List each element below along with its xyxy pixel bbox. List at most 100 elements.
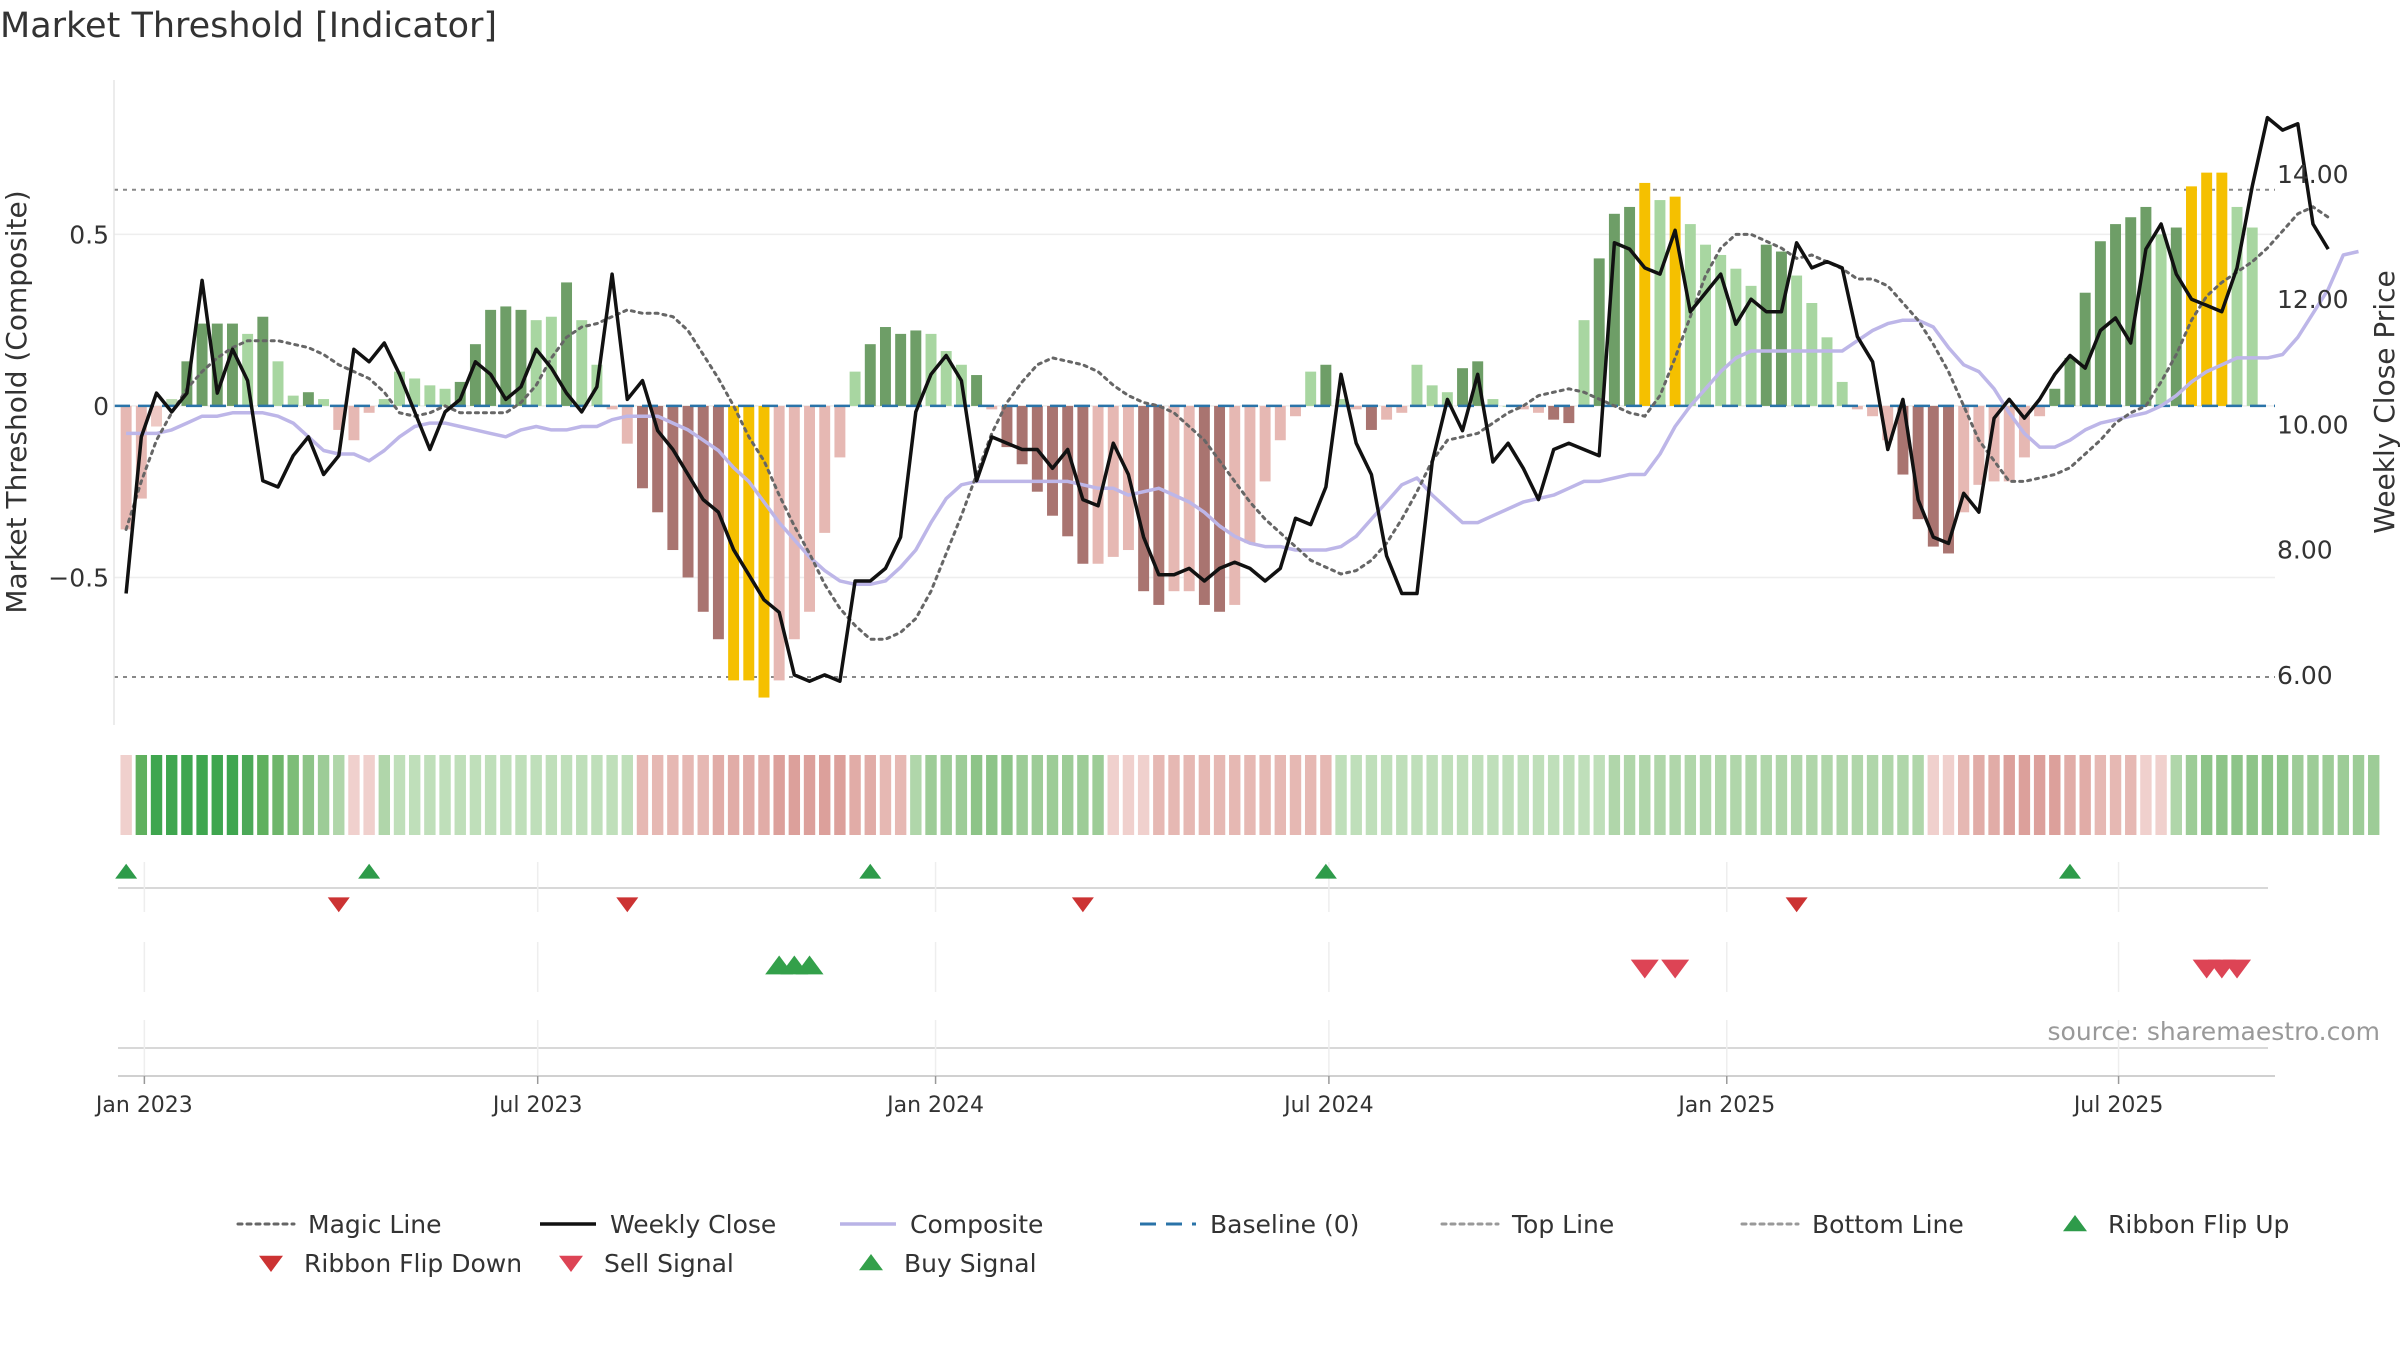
composite-bar — [1927, 405, 1939, 547]
ribbon-cell — [257, 755, 269, 835]
ribbon-flip-up-marker — [115, 863, 138, 879]
ribbon-cell — [393, 755, 406, 835]
legend-label: Composite — [910, 1210, 1043, 1239]
ribbon-cell — [1062, 755, 1074, 835]
series-lines — [114, 115, 2359, 683]
legend-label: Top Line — [1511, 1210, 1614, 1239]
ribbon-cell — [1304, 755, 1317, 835]
ribbon-cell — [1168, 755, 1180, 835]
ribbon-cell — [1897, 755, 1909, 835]
ribbon-cell — [651, 755, 664, 835]
ribbon-cell — [1806, 755, 1818, 835]
composite-bar — [1912, 405, 1924, 520]
composite-bar — [652, 405, 664, 513]
composite-bar — [151, 405, 162, 427]
ribbon-cell — [1198, 755, 1211, 835]
y-axis-label: Market Threshold (Composite) — [0, 190, 33, 613]
y2-tick-label: 8.00 — [2277, 536, 2333, 565]
composite-bar — [971, 375, 983, 406]
signal-markers — [115, 862, 2268, 1076]
composite-bar — [576, 320, 588, 406]
ribbon-cell — [1122, 755, 1135, 835]
ribbon-cell — [1001, 755, 1013, 835]
ribbon-cell — [591, 755, 603, 835]
composite-bar — [1092, 405, 1104, 564]
source-label: source: sharemaestro.com — [2048, 1017, 2381, 1046]
legend-entry: Sell Signal — [559, 1249, 734, 1278]
ribbon-cell — [803, 755, 816, 835]
ribbon-cell — [560, 755, 573, 835]
composite-bar — [682, 405, 694, 578]
composite-bar — [1426, 385, 1438, 406]
ribbon-cell — [1380, 755, 1393, 835]
ribbon-flip-down-marker — [1071, 897, 1094, 913]
ribbon-cell — [2079, 755, 2091, 835]
ribbon-strip — [120, 755, 2380, 835]
x-tick-label: Jan 2023 — [94, 1093, 193, 1118]
ribbon-cell — [1547, 755, 1560, 835]
composite-bar — [895, 333, 907, 406]
composite-bar — [2003, 405, 2015, 482]
ribbon-cell — [1441, 755, 1454, 835]
ribbon-cell — [1699, 755, 1712, 835]
ribbon-cell — [2307, 755, 2319, 835]
magic-line — [124, 205, 2330, 641]
composite-bar — [2079, 292, 2091, 406]
composite-bar — [485, 309, 497, 406]
composite-bar — [1396, 405, 1408, 413]
composite-bar — [2155, 234, 2167, 406]
composite-bar — [925, 333, 937, 406]
x-tick-label: Jul 2025 — [2072, 1093, 2164, 1118]
ribbon-cell — [1046, 755, 1059, 835]
composite-bar — [2110, 224, 2122, 406]
ribbon-flip-up-marker — [2058, 863, 2081, 879]
ribbon-cell — [1456, 755, 1469, 835]
ribbon-flip-up-marker — [1314, 863, 1337, 879]
ribbon-cell — [363, 755, 375, 835]
ribbon-cell — [2018, 755, 2031, 835]
ribbon-cell — [454, 755, 466, 835]
composite-bar — [515, 309, 527, 406]
composite-bar — [1335, 399, 1347, 406]
ribbon-cell — [1851, 755, 1864, 835]
composite-bar — [2049, 388, 2061, 406]
ribbon-cell — [287, 755, 299, 835]
ribbon-flip-down-marker — [616, 897, 639, 913]
composite-bar — [986, 405, 998, 410]
ribbon-cell — [636, 755, 649, 835]
ribbon-cell — [1532, 755, 1545, 835]
ribbon-cell — [682, 755, 694, 835]
ribbon-cell — [2094, 755, 2107, 835]
ribbon-cell — [500, 755, 512, 835]
composite-bar — [1715, 254, 1727, 406]
legend-entry: Bottom Line — [1740, 1210, 1964, 1239]
ribbon-cell — [727, 755, 740, 835]
ribbon-cell — [2276, 755, 2289, 835]
ribbon-cell — [2368, 755, 2380, 835]
ribbon-cell — [864, 755, 876, 835]
ribbon-cell — [1426, 755, 1438, 835]
composite-bar — [242, 333, 254, 406]
composite-bar — [272, 361, 284, 406]
ribbon-cell — [955, 755, 968, 835]
ribbon-cell — [2003, 755, 2015, 835]
y-tick-label: −0.5 — [48, 563, 109, 592]
chart-title: Market Threshold [Indicator] — [0, 6, 497, 46]
ribbon-cell — [2064, 755, 2076, 835]
composite-bar — [1745, 285, 1757, 406]
composite-bar — [2125, 217, 2137, 406]
composite-bar — [728, 405, 740, 681]
composite-bar — [439, 388, 451, 406]
composite-bar — [1487, 399, 1499, 406]
x-tick-label: Jan 2025 — [1676, 1093, 1775, 1118]
ribbon-cell — [530, 755, 542, 835]
ribbon-cell — [515, 755, 527, 835]
composite-bar — [1305, 371, 1317, 406]
ribbon-cell — [135, 755, 148, 835]
composite-bar — [1229, 405, 1241, 605]
ribbon-cell — [1320, 755, 1332, 835]
y2-tick-label: 14.00 — [2277, 160, 2349, 189]
legend: Magic Line Weekly Close Composite Baseline … — [236, 1210, 2289, 1278]
composite-bar — [1244, 405, 1256, 544]
composite-bar — [1259, 405, 1271, 482]
